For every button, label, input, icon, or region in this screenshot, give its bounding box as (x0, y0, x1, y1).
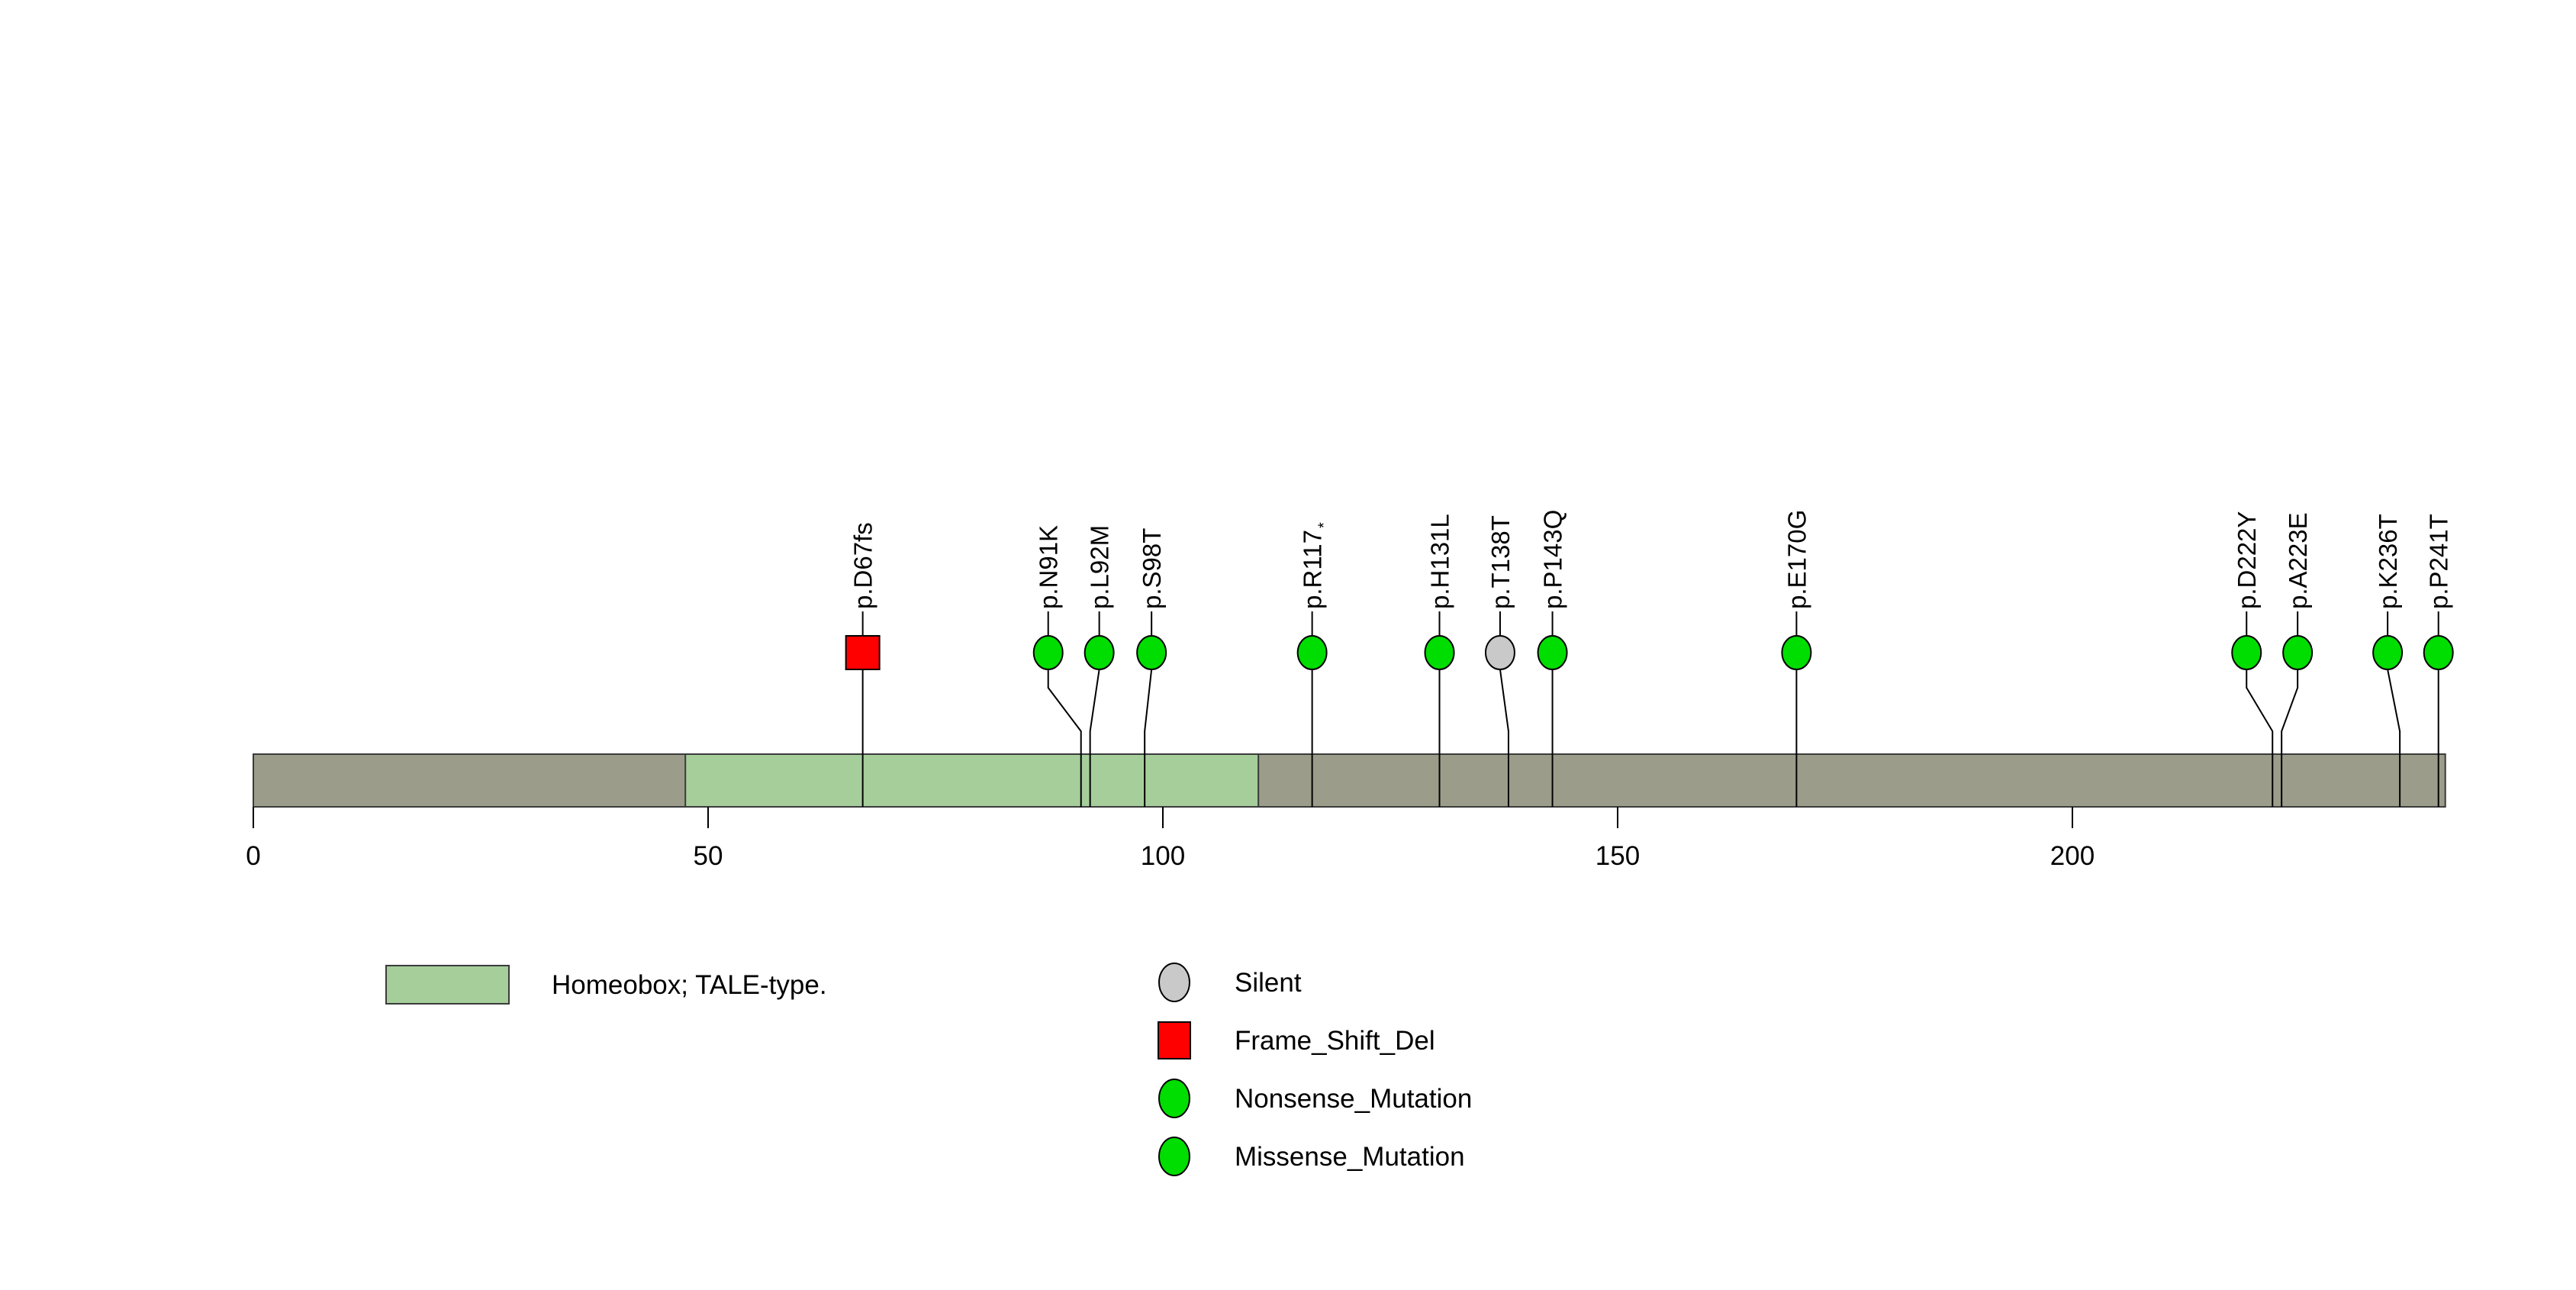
mutation-label: p.N91K (1035, 525, 1063, 609)
mutation-label: p.E170G (1782, 510, 1811, 609)
legend-mutation-label: Nonsense_Mutation (1235, 1084, 1472, 1114)
mutation-marker-circle (1084, 635, 1115, 670)
mutation-marker-circle (1781, 635, 1812, 670)
mutation-marker-circle (2423, 635, 2454, 670)
mutation-marker-circle (1484, 635, 1515, 670)
mutation-marker-circle (1296, 635, 1328, 670)
legend-marker-circle (1158, 963, 1190, 1002)
mutation-marker-circle (2282, 635, 2314, 670)
mutation-marker-circle (1136, 635, 1167, 670)
lollipop-stem (2387, 669, 2401, 807)
legend-domain-swatch (385, 965, 510, 1005)
mutation-marker-circle (2372, 635, 2404, 670)
mutation-label: p.D67fs (849, 522, 877, 609)
legend-mutation-label: Frame_Shift_Del (1235, 1026, 1435, 1056)
legend-mutation-label: Silent (1235, 968, 1302, 998)
domain-rect (684, 753, 1260, 808)
mutation-label: p.D222Y (2233, 511, 2261, 609)
protein-bar (253, 753, 2446, 808)
mutation-marker-circle (1537, 635, 1568, 670)
axis-tick-label: 100 (1141, 841, 1185, 871)
mutation-label: p.P143Q (1539, 510, 1567, 609)
axis-tick-label: 0 (246, 841, 260, 871)
mutation-marker-circle (1424, 635, 1455, 670)
lollipop-stem (1047, 669, 1082, 807)
lollipop-stem (2281, 669, 2299, 807)
lollipop-stem (1089, 669, 1100, 807)
legend-marker-circle (1158, 1079, 1190, 1118)
lollipop-stem (2246, 669, 2274, 807)
legend-marker-circle (1158, 1137, 1190, 1176)
axis-tick-label: 50 (694, 841, 723, 871)
legend-mutation-label: Missense_Mutation (1235, 1142, 1465, 1172)
mutation-label: p.K236T (2374, 514, 2402, 609)
mutation-label: p.R117* (1299, 522, 1333, 609)
mutation-label: p.T138T (1486, 515, 1515, 609)
mutation-marker-circle (1032, 635, 1064, 670)
legend-marker-square (1158, 1021, 1191, 1059)
mutation-label: p.A223E (2284, 512, 2312, 609)
mutation-label: p.L92M (1086, 525, 1114, 609)
axis-tick-label: 150 (1596, 841, 1640, 871)
legend-domain-label: Homeobox; TALE-type. (552, 970, 827, 1000)
mutation-label: p.P241T (2425, 514, 2453, 609)
lollipop-stem (1144, 669, 1153, 807)
mutation-label: p.S98T (1138, 528, 1166, 609)
lollipop-stem (1499, 669, 1509, 807)
mutation-label: p.H131L (1426, 514, 1454, 609)
mutation-marker-square (845, 635, 881, 670)
axis-tick-label: 200 (2050, 841, 2095, 871)
mutation-marker-circle (2231, 635, 2262, 670)
